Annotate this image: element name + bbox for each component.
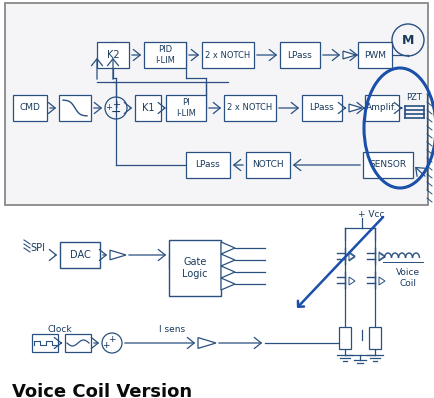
Text: LPass: LPass xyxy=(287,51,312,59)
FancyBboxPatch shape xyxy=(60,242,100,268)
FancyBboxPatch shape xyxy=(364,95,398,121)
Text: 2 x NOTCH: 2 x NOTCH xyxy=(227,103,272,113)
FancyBboxPatch shape xyxy=(135,95,161,121)
Text: CMD: CMD xyxy=(20,103,40,113)
Text: PZT: PZT xyxy=(405,94,421,103)
Text: Voice Coil Version: Voice Coil Version xyxy=(12,383,192,398)
Text: Clock: Clock xyxy=(48,326,72,334)
Text: LPass: LPass xyxy=(309,103,334,113)
FancyBboxPatch shape xyxy=(357,42,391,68)
FancyBboxPatch shape xyxy=(144,42,186,68)
Text: I sens: I sens xyxy=(158,326,184,334)
Text: 2 x NOTCH: 2 x NOTCH xyxy=(205,51,250,59)
FancyBboxPatch shape xyxy=(224,95,275,121)
Text: Voice
Coil: Voice Coil xyxy=(395,268,419,288)
FancyBboxPatch shape xyxy=(338,327,350,349)
Text: PI
I-LIM: PI I-LIM xyxy=(176,98,195,118)
FancyBboxPatch shape xyxy=(97,42,129,68)
FancyBboxPatch shape xyxy=(169,240,220,296)
FancyBboxPatch shape xyxy=(246,152,289,178)
FancyBboxPatch shape xyxy=(362,152,412,178)
FancyBboxPatch shape xyxy=(65,334,91,352)
Text: −: − xyxy=(111,105,121,119)
Text: +: + xyxy=(112,100,120,110)
Polygon shape xyxy=(220,254,234,266)
FancyBboxPatch shape xyxy=(166,95,206,121)
Text: + Vcc: + Vcc xyxy=(357,211,384,220)
Text: NOTCH: NOTCH xyxy=(252,160,283,170)
Polygon shape xyxy=(342,51,355,59)
FancyBboxPatch shape xyxy=(32,334,58,352)
Text: +: + xyxy=(105,103,112,111)
FancyBboxPatch shape xyxy=(368,327,380,349)
FancyBboxPatch shape xyxy=(13,95,47,121)
Polygon shape xyxy=(220,266,234,278)
FancyBboxPatch shape xyxy=(201,42,253,68)
Text: SENSOR: SENSOR xyxy=(368,160,406,170)
Text: SPI: SPI xyxy=(30,243,46,253)
FancyBboxPatch shape xyxy=(5,3,427,205)
Text: M: M xyxy=(401,33,413,47)
FancyBboxPatch shape xyxy=(301,95,341,121)
FancyBboxPatch shape xyxy=(279,42,319,68)
Text: PID
I-LIM: PID I-LIM xyxy=(155,45,174,65)
Polygon shape xyxy=(348,104,361,112)
Polygon shape xyxy=(220,242,234,254)
Text: K1: K1 xyxy=(141,103,154,113)
Polygon shape xyxy=(220,278,234,290)
Text: Gate
Logic: Gate Logic xyxy=(182,257,207,279)
Text: Amplif.: Amplif. xyxy=(365,103,397,113)
Text: +: + xyxy=(102,341,109,349)
Text: PWM: PWM xyxy=(363,51,385,59)
FancyBboxPatch shape xyxy=(59,95,91,121)
Text: K2: K2 xyxy=(106,50,119,60)
Text: LPass: LPass xyxy=(195,160,220,170)
Polygon shape xyxy=(110,250,126,260)
FancyBboxPatch shape xyxy=(186,152,230,178)
Text: +: + xyxy=(108,336,115,345)
Text: DAC: DAC xyxy=(69,250,90,260)
Polygon shape xyxy=(197,338,216,348)
